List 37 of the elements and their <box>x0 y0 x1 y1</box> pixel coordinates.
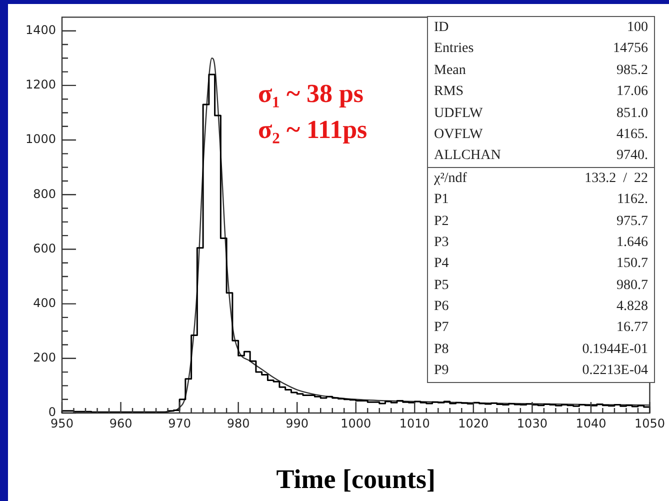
x-tick-label: 970 <box>168 416 191 430</box>
text: OVFLW 4165. <box>434 126 648 142</box>
y-tick-label: 600 <box>33 241 56 256</box>
x-axis-title: Time [counts] <box>276 464 436 494</box>
y-tick-label: 400 <box>33 296 56 310</box>
annotation: σ₂ ~ 111ps <box>258 114 368 146</box>
x-tick-label: 1050 <box>634 416 666 430</box>
text: UDFLW 851.0 <box>434 106 648 121</box>
text: χ²/ndf 133.2 / 22 <box>434 170 648 186</box>
text: Entries 14756 <box>434 41 648 56</box>
text: P9 0.2213E-04 <box>434 363 648 378</box>
text: RMS 17.06 <box>434 84 648 100</box>
y-tick-label: 1400 <box>25 22 56 37</box>
text: P5 980.7 <box>434 278 648 293</box>
annotation: σ₁ ~ 38 ps <box>258 78 365 110</box>
text: P2 975.7 <box>434 214 648 229</box>
y-tick-label: 800 <box>33 186 56 201</box>
text: P8 0.1944E-01 <box>434 342 648 357</box>
text: P3 1.646 <box>434 234 648 250</box>
y-tick-label: 1200 <box>25 78 56 92</box>
text: P4 150.7 <box>434 256 648 272</box>
x-tick-label: 960 <box>109 416 132 430</box>
y-tick-label: 200 <box>33 350 56 365</box>
x-tick-label: 1010 <box>399 416 430 430</box>
text: P7 16.77 <box>434 320 648 336</box>
text: P6 4.828 <box>434 299 648 314</box>
text: ALLCHAN 9740. <box>434 148 648 164</box>
text: P1 1162. <box>434 192 648 208</box>
x-tick-label: 1020 <box>458 416 489 430</box>
text: ID 100 <box>434 20 648 35</box>
text: Mean 985.2 <box>434 62 648 78</box>
x-tick-label: 1040 <box>576 416 606 430</box>
x-tick-label: 990 <box>286 416 309 430</box>
x-tick-label: 980 <box>226 416 250 430</box>
x-tick-label: 1030 <box>516 416 548 430</box>
y-tick-label: 1000 <box>25 132 56 146</box>
x-tick-label: 1000 <box>340 416 372 430</box>
